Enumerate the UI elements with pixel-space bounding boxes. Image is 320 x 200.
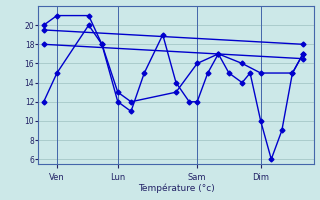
- X-axis label: Température (°c): Température (°c): [138, 183, 214, 193]
